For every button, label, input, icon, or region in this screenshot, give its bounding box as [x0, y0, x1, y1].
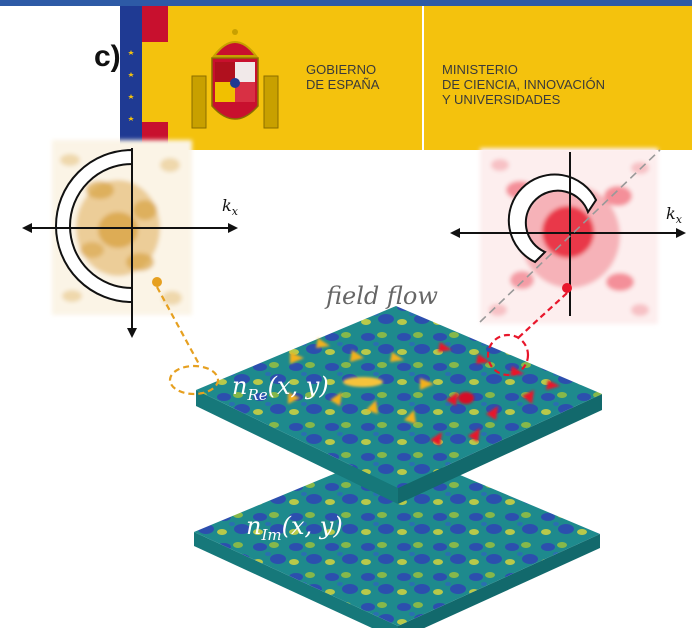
eu-stars [128, 50, 134, 121]
right-diagonal-line [479, 149, 661, 323]
spain-flag-stripe [142, 42, 168, 122]
banner-divider [422, 6, 424, 150]
imag-layer-label: nIm(x, y) [246, 512, 343, 544]
top-bar [0, 0, 692, 6]
field-flow-arrows [288, 338, 560, 446]
left-spectrum-marker [152, 277, 162, 287]
right-ring-segment [507, 173, 598, 264]
right-spectrum-marker [562, 283, 572, 293]
right-callout-line [517, 292, 568, 339]
top-slab [196, 306, 602, 504]
left-callout-ellipse [168, 364, 220, 396]
left-kx-label: kx [222, 196, 238, 219]
field-flow-label: field flow [326, 282, 438, 310]
ministry-text: MINISTERIO DE CIENCIA, INNOVACIÓN Y UNIV… [442, 62, 606, 107]
bottom-slab [194, 448, 600, 628]
panel-label: c) [94, 40, 121, 73]
real-layer-label: nRe(x, y) [232, 372, 329, 404]
left-callout-line [156, 286, 201, 367]
government-text: GOBIERNO DE ESPAÑA [306, 62, 380, 92]
right-callout-circle [486, 333, 530, 377]
coat-of-arms-icon [191, 29, 279, 129]
eu-flag [120, 6, 142, 150]
right-kx-label: kx [666, 204, 682, 227]
